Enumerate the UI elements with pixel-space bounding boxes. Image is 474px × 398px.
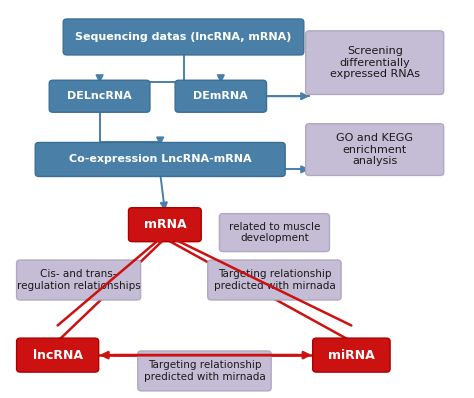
- FancyBboxPatch shape: [17, 338, 99, 372]
- Text: DELncRNA: DELncRNA: [67, 91, 132, 101]
- Text: related to muscle
development: related to muscle development: [229, 222, 320, 244]
- FancyBboxPatch shape: [138, 351, 271, 391]
- Text: lncRNA: lncRNA: [33, 349, 82, 362]
- FancyBboxPatch shape: [17, 260, 141, 300]
- FancyBboxPatch shape: [219, 214, 329, 252]
- Text: Co-expression LncRNA-mRNA: Co-expression LncRNA-mRNA: [69, 154, 252, 164]
- FancyBboxPatch shape: [306, 31, 444, 94]
- FancyBboxPatch shape: [35, 142, 285, 176]
- Text: DEmRNA: DEmRNA: [193, 91, 248, 101]
- Text: Targeting relationship
predicted with mirnada: Targeting relationship predicted with mi…: [214, 269, 335, 291]
- Text: GO and KEGG
enrichment
analysis: GO and KEGG enrichment analysis: [336, 133, 413, 166]
- FancyBboxPatch shape: [49, 80, 150, 112]
- FancyBboxPatch shape: [128, 208, 201, 242]
- Text: miRNA: miRNA: [328, 349, 375, 362]
- FancyBboxPatch shape: [313, 338, 390, 372]
- Text: mRNA: mRNA: [144, 218, 186, 231]
- Text: Sequencing datas (lncRNA, mRNA): Sequencing datas (lncRNA, mRNA): [75, 32, 292, 42]
- FancyBboxPatch shape: [306, 124, 444, 176]
- FancyBboxPatch shape: [175, 80, 266, 112]
- Text: Targeting relationship
predicted with mirnada: Targeting relationship predicted with mi…: [144, 360, 265, 382]
- FancyBboxPatch shape: [63, 19, 304, 55]
- Text: Cis- and trans-
regulation relationships: Cis- and trans- regulation relationships: [17, 269, 140, 291]
- FancyBboxPatch shape: [208, 260, 341, 300]
- Text: Screening
differentially
expressed RNAs: Screening differentially expressed RNAs: [330, 46, 419, 79]
